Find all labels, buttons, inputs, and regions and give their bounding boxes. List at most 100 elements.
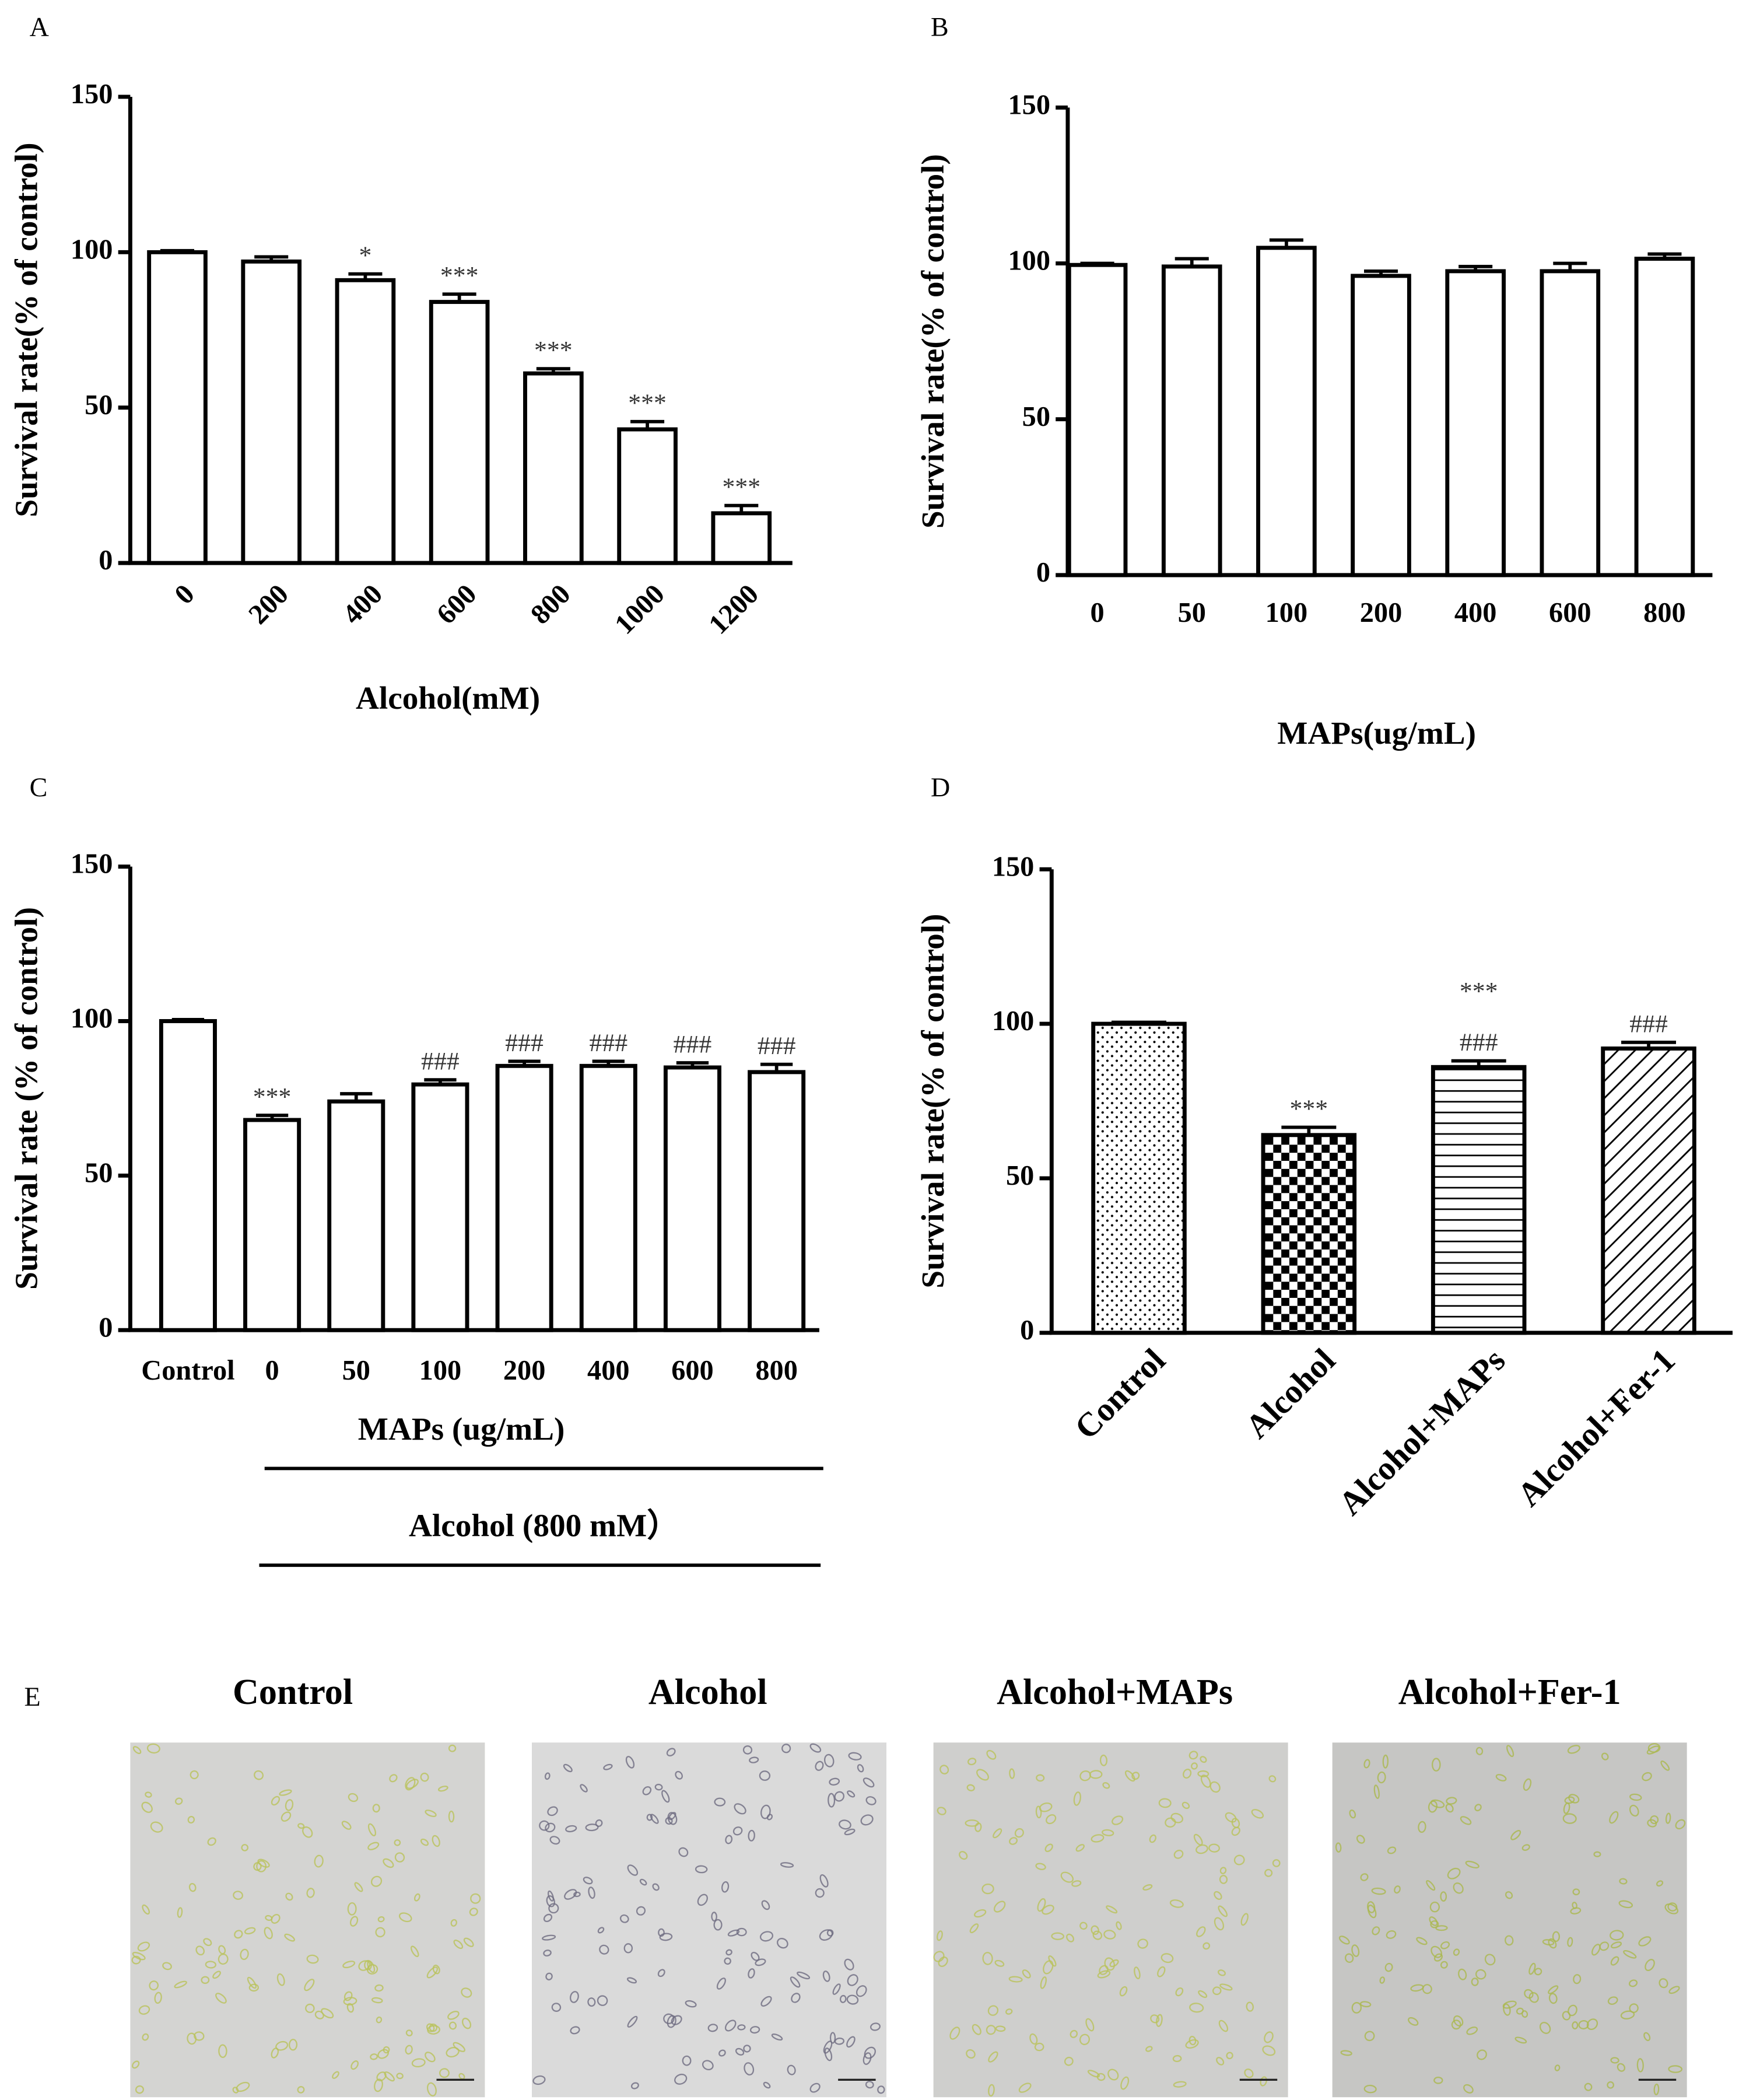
y-axis-label: Survival rate(% of control) bbox=[915, 154, 951, 528]
group-label: Alcohol (800 mM） bbox=[409, 1508, 679, 1544]
cell bbox=[1629, 1804, 1639, 1817]
cell bbox=[1510, 1830, 1521, 1840]
cell bbox=[1103, 1930, 1116, 1940]
cell bbox=[306, 1954, 319, 1964]
cell bbox=[450, 1919, 457, 1927]
cell bbox=[657, 1969, 665, 1978]
cell bbox=[981, 1883, 994, 1895]
cell bbox=[142, 1904, 150, 1915]
cell bbox=[777, 1938, 788, 1949]
cell bbox=[760, 1804, 771, 1819]
y-axis-label: Survival rate(% of control) bbox=[915, 914, 951, 1288]
cell bbox=[321, 2008, 334, 2019]
cell bbox=[145, 1791, 152, 1798]
cell bbox=[1099, 1965, 1109, 1975]
cell bbox=[1037, 1898, 1046, 1912]
cell bbox=[1426, 1880, 1436, 1891]
cell bbox=[187, 1816, 195, 1824]
cell bbox=[1668, 2065, 1683, 2073]
cell bbox=[1422, 1984, 1432, 1994]
cell bbox=[470, 1893, 481, 1904]
cell bbox=[1042, 1905, 1054, 1915]
cell bbox=[1636, 2058, 1644, 2073]
cell bbox=[595, 1819, 603, 1827]
cell bbox=[174, 1980, 187, 1989]
y-tick-label: 50 bbox=[1006, 1160, 1034, 1191]
x-tick-label: Alcohol+Fer-1 bbox=[1510, 1342, 1682, 1514]
cell bbox=[724, 2020, 737, 2032]
cell bbox=[834, 1791, 845, 1802]
cell bbox=[938, 1957, 948, 1967]
panel-label: B bbox=[931, 12, 949, 41]
bar bbox=[617, 427, 678, 565]
cell bbox=[1548, 1993, 1558, 2004]
cell bbox=[1109, 1959, 1119, 1968]
cell bbox=[254, 1770, 264, 1780]
y-tick-label: 100 bbox=[71, 234, 113, 265]
cell bbox=[666, 1748, 676, 1756]
cell bbox=[732, 1826, 743, 1836]
cell bbox=[585, 1824, 599, 1832]
cell bbox=[1119, 1986, 1128, 1997]
bar bbox=[243, 1118, 301, 1332]
cell bbox=[832, 1983, 841, 1995]
cell bbox=[411, 2058, 426, 2068]
cell bbox=[642, 1786, 652, 1796]
cell bbox=[195, 1945, 205, 1956]
cell bbox=[1240, 1913, 1249, 1926]
cell bbox=[749, 1756, 759, 1763]
cell bbox=[1351, 1944, 1360, 1957]
cell bbox=[993, 1828, 1002, 1839]
cell bbox=[1664, 1903, 1679, 1915]
cell bbox=[828, 1793, 836, 1808]
cell bbox=[1377, 1771, 1386, 1784]
cell bbox=[425, 1810, 437, 1818]
bar bbox=[411, 1082, 469, 1332]
cell bbox=[1044, 1843, 1053, 1852]
cell bbox=[1364, 2031, 1375, 2042]
bar bbox=[1161, 264, 1222, 578]
annotation: ### bbox=[674, 1030, 712, 1058]
cell bbox=[1005, 2008, 1013, 2015]
cell bbox=[1244, 2068, 1254, 2078]
cell bbox=[275, 2041, 289, 2051]
cell bbox=[1367, 1901, 1376, 1913]
cell bbox=[857, 1764, 864, 1773]
cell bbox=[367, 1842, 380, 1850]
cell bbox=[587, 1997, 596, 2007]
cell bbox=[763, 2081, 771, 2089]
cell bbox=[1642, 1772, 1652, 1782]
cell bbox=[469, 1908, 478, 1916]
cell bbox=[1070, 2029, 1078, 2038]
cell bbox=[371, 1997, 383, 2004]
cell bbox=[791, 1993, 801, 2003]
x-tick-label: 600 bbox=[671, 1355, 714, 1386]
cell bbox=[1096, 2073, 1106, 2081]
cell bbox=[1384, 1962, 1393, 1972]
bar bbox=[1256, 246, 1317, 578]
micrograph bbox=[130, 1742, 485, 2098]
cell bbox=[972, 2024, 981, 2035]
cell bbox=[1264, 2031, 1274, 2043]
bar bbox=[1091, 1021, 1187, 1335]
cell bbox=[661, 1790, 670, 1803]
cell bbox=[627, 1864, 639, 1876]
cell bbox=[1373, 1784, 1380, 1799]
cell bbox=[462, 2017, 472, 2029]
cell bbox=[1433, 2076, 1443, 2084]
cell bbox=[1548, 1938, 1557, 1949]
cell bbox=[1564, 1796, 1575, 1804]
cell bbox=[343, 1997, 357, 2006]
cell bbox=[375, 1927, 385, 1938]
bar bbox=[1351, 274, 1411, 578]
cell bbox=[1408, 2017, 1419, 2026]
x-tick-label: 200 bbox=[1360, 597, 1403, 628]
cell bbox=[766, 1814, 773, 1821]
cell bbox=[194, 2031, 205, 2041]
cell bbox=[1214, 1891, 1222, 1900]
cell bbox=[877, 2085, 885, 2094]
cell bbox=[734, 1803, 746, 1815]
cell bbox=[1051, 1932, 1065, 1940]
y-tick-label: 0 bbox=[99, 545, 113, 576]
cell bbox=[987, 2005, 999, 2016]
